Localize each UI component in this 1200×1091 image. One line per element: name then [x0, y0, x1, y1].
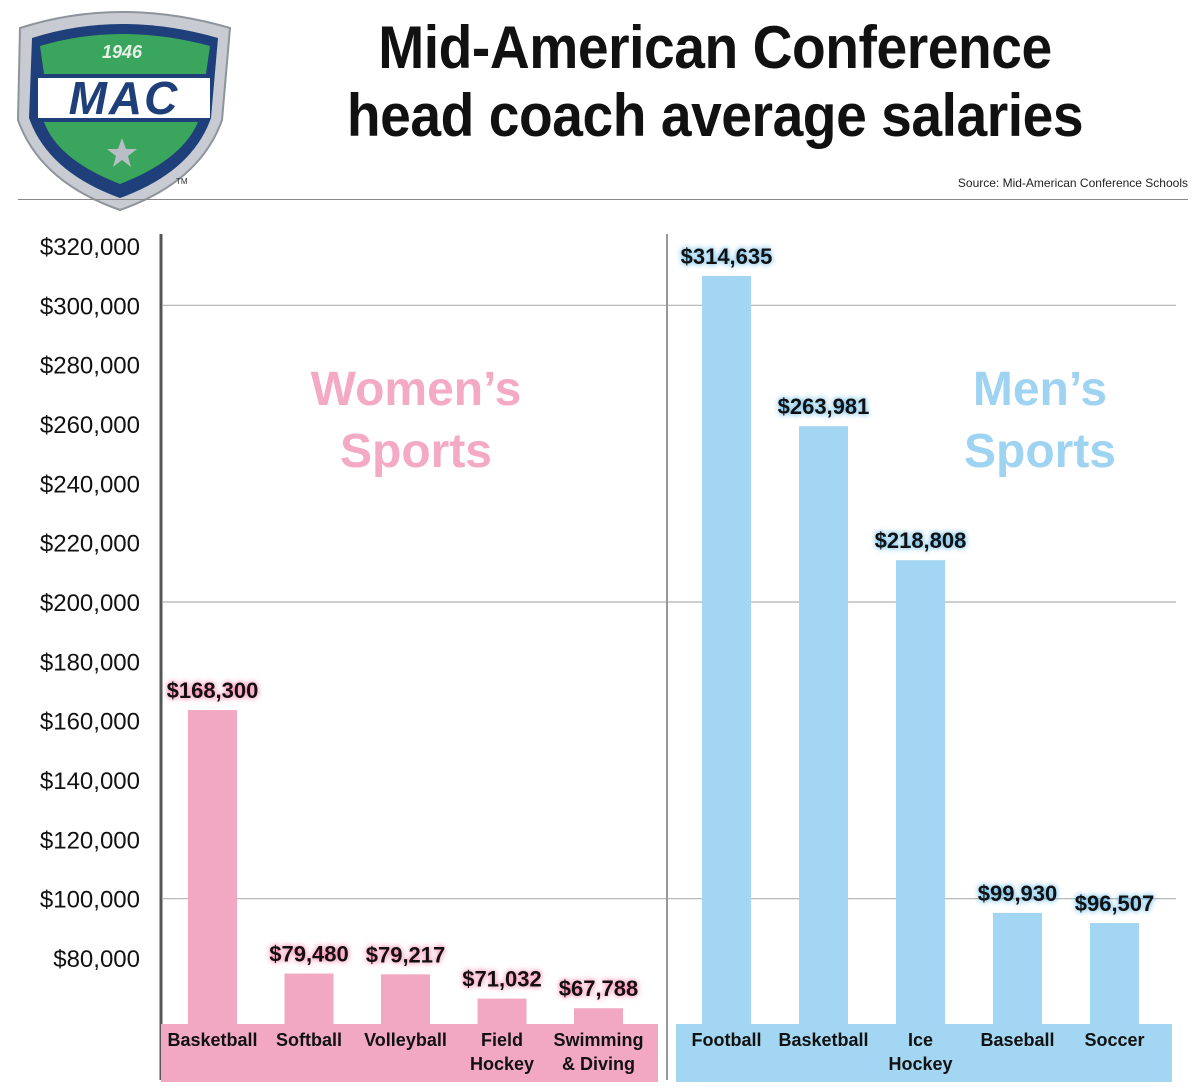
chart-title-line1: Mid-American Conference	[378, 14, 1052, 81]
category-label: Basketball	[167, 1030, 257, 1050]
y-tick-label: $220,000	[40, 531, 140, 558]
y-tick-label: $200,000	[40, 590, 140, 617]
category-label: Basketball	[778, 1030, 868, 1050]
category-label: Baseball	[980, 1030, 1054, 1050]
chart-title-line2: head coach average salaries	[346, 82, 1084, 149]
category-band	[676, 1024, 1172, 1082]
y-tick-label: $240,000	[40, 471, 140, 498]
bar	[702, 275, 751, 1025]
panel-label: Sports	[964, 425, 1116, 478]
data-label: $71,032	[462, 967, 542, 992]
y-tick-label: $320,000	[40, 234, 140, 261]
data-label: $67,788	[559, 976, 639, 1001]
bar	[993, 912, 1042, 1024]
bar	[381, 974, 430, 1024]
mac-logo: 1946 MAC TM	[16, 11, 232, 212]
gridlines	[163, 304, 1176, 900]
category-label: Football	[692, 1030, 762, 1050]
category-label: Hockey	[470, 1054, 534, 1074]
data-label: $99,930	[978, 881, 1058, 906]
y-tick-label: $280,000	[40, 353, 140, 380]
category-label: & Diving	[562, 1054, 635, 1074]
logo-text: MAC	[69, 72, 180, 124]
data-label: $218,808	[875, 528, 967, 553]
panel-mens: Men’s Sports $314,635 Football $263,981 Baske…	[666, 234, 1172, 1082]
star-icon	[107, 138, 137, 167]
panel-label: Sports	[340, 425, 492, 478]
category-band	[161, 1024, 658, 1082]
logo-text-band	[38, 78, 210, 118]
bar	[799, 426, 848, 1024]
header-divider	[18, 199, 1188, 200]
y-tick-label: $260,000	[40, 412, 140, 439]
chart-title: Mid-American Conference head coach avera…	[287, 14, 1143, 150]
bar	[477, 998, 527, 1024]
y-tick-label: $80,000	[53, 946, 140, 973]
y-tick-label: $160,000	[40, 709, 140, 736]
data-label: $314,635	[681, 244, 773, 269]
panel-label: Men’s	[973, 363, 1107, 416]
category-label: Field	[481, 1030, 523, 1050]
y-tick-label: $120,000	[40, 827, 140, 854]
panel-womens: Women’s Sports $168,300 Basketball $79,480 So…	[159, 234, 658, 1082]
y-axis-ticks: $320,000 $300,000 $280,000 $260,000 $240,000…	[40, 234, 140, 973]
category-label: Ice	[908, 1030, 933, 1050]
logo-trademark: TM	[176, 177, 188, 186]
data-label: $263,981	[778, 394, 870, 419]
bar	[284, 973, 334, 1024]
category-label: Swimming	[553, 1030, 643, 1050]
bar	[1090, 923, 1139, 1024]
y-tick-label: $100,000	[40, 887, 140, 914]
y-tick-label: $300,000	[40, 293, 140, 320]
logo-green-top	[40, 34, 210, 74]
chart-panels: Women’s Sports $168,300 Basketball $79,480 So…	[159, 234, 1172, 1082]
y-tick-label: $140,000	[40, 768, 140, 795]
category-label: Hockey	[888, 1054, 952, 1074]
source-note: Source: Mid-American Conference Schools	[957, 176, 1188, 190]
category-label: Soccer	[1084, 1030, 1144, 1050]
data-label: $79,217	[366, 942, 446, 967]
bar	[896, 560, 945, 1024]
data-label: $96,507	[1075, 891, 1155, 916]
data-label: $79,480	[269, 942, 349, 967]
bar	[574, 1008, 623, 1024]
data-label: $168,300	[167, 678, 259, 703]
bar	[188, 710, 237, 1024]
category-label: Softball	[276, 1030, 342, 1050]
panel-label: Women’s	[311, 363, 522, 416]
category-label: Volleyball	[364, 1030, 447, 1050]
y-tick-label: $180,000	[40, 649, 140, 676]
logo-year: 1946	[102, 42, 143, 62]
